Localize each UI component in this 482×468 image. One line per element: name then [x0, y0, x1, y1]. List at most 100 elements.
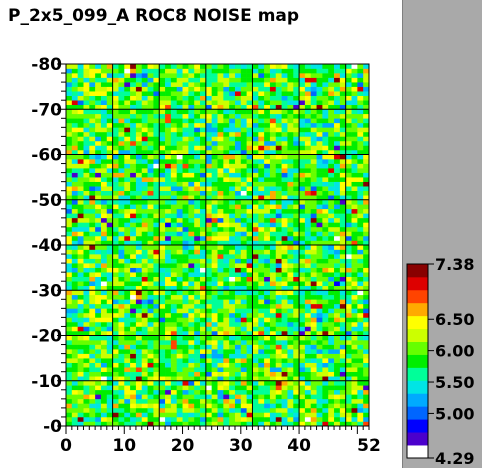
heatmap-cell [135, 86, 143, 92]
heatmap-cell [135, 104, 143, 110]
heatmap-cell [351, 168, 358, 173]
heatmap-cell [89, 177, 96, 182]
heatmap-cell [159, 412, 166, 418]
heatmap-cell [357, 73, 364, 78]
heatmap-cell [229, 340, 236, 345]
heatmap-cell [130, 317, 137, 323]
heatmap-cell [159, 91, 166, 96]
heatmap-cell [176, 95, 183, 101]
heatmap-cell [334, 335, 341, 341]
heatmap-cell [141, 281, 148, 287]
heatmap-cell [66, 95, 73, 101]
heatmap-cell [293, 344, 300, 350]
heatmap-cell [211, 403, 218, 409]
heatmap-cell [159, 181, 166, 187]
heatmap-cell [205, 226, 212, 232]
heatmap-cell [100, 91, 108, 96]
heatmap-cell [252, 389, 259, 395]
heatmap-cell [106, 190, 113, 196]
heatmap-cell [275, 326, 282, 332]
heatmap-cell [118, 330, 125, 336]
heatmap-cell [106, 249, 113, 255]
heatmap-cell [100, 335, 108, 341]
heatmap-cell [188, 131, 195, 137]
heatmap-cell [281, 127, 288, 133]
heatmap-cell [287, 64, 294, 69]
heatmap-cell [357, 122, 364, 128]
heatmap-cell [95, 330, 102, 336]
heatmap-cell [264, 118, 271, 124]
heatmap-cell [229, 267, 236, 273]
heatmap-cell [275, 204, 282, 210]
heatmap-cell [357, 86, 364, 92]
heatmap-cell [66, 118, 73, 124]
heatmap-cell [339, 385, 346, 391]
heatmap-cell [316, 168, 323, 173]
heatmap-cell [339, 340, 346, 345]
heatmap-cell [211, 249, 218, 255]
heatmap-cell [124, 149, 131, 155]
heatmap-cell [316, 312, 323, 318]
heatmap-cell [322, 168, 329, 173]
heatmap-cell [304, 222, 312, 228]
heatmap-cell [100, 95, 108, 101]
heatmap-cell [89, 326, 96, 332]
heatmap-cell [217, 353, 224, 359]
heatmap-cell [170, 231, 178, 237]
heatmap-cell [299, 267, 306, 273]
heatmap-cell [229, 299, 236, 305]
heatmap-cell [66, 149, 73, 155]
heatmap-cell [345, 163, 352, 169]
heatmap-cell [275, 407, 282, 413]
heatmap-cell [316, 208, 323, 214]
heatmap-cell [211, 362, 218, 368]
heatmap-cell [281, 217, 288, 223]
heatmap-cell [141, 385, 148, 391]
heatmap-cell [339, 245, 346, 250]
heatmap-cell [351, 403, 358, 409]
heatmap-cell [304, 104, 312, 110]
heatmap-cell [240, 104, 247, 110]
heatmap-cell [200, 82, 207, 87]
heatmap-cell [211, 330, 218, 336]
heatmap-cell [351, 122, 358, 128]
heatmap-cell [345, 263, 352, 268]
heatmap-cell [205, 118, 212, 124]
heatmap-cell [264, 64, 271, 69]
heatmap-cell [339, 127, 346, 133]
heatmap-cell [182, 86, 189, 92]
heatmap-cell [299, 204, 306, 210]
heatmap-cell [246, 68, 253, 74]
heatmap-cell [287, 235, 294, 241]
heatmap-cell [334, 159, 341, 164]
heatmap-cell [357, 349, 364, 354]
heatmap-cell [194, 240, 201, 246]
heatmap-cell [159, 163, 166, 169]
heatmap-cell [66, 358, 73, 363]
heatmap-cell [89, 267, 96, 273]
heatmap-cell [258, 95, 265, 101]
heatmap-cell [118, 267, 125, 273]
heatmap-cell [293, 186, 300, 191]
heatmap-cell [130, 416, 137, 422]
heatmap-cell [363, 353, 370, 359]
heatmap-cell [252, 159, 259, 164]
heatmap-cell [328, 290, 335, 296]
heatmap-cell [71, 335, 78, 341]
heatmap-cell [66, 321, 73, 327]
heatmap-cell [334, 190, 341, 196]
heatmap-cell [200, 421, 207, 427]
heatmap-cell [135, 335, 143, 341]
heatmap-cell [200, 140, 207, 146]
heatmap-cell [293, 82, 300, 87]
heatmap-cell [339, 113, 346, 119]
heatmap-cell [363, 104, 370, 110]
heatmap-cell [95, 113, 102, 119]
heatmap-cell [141, 154, 148, 160]
heatmap-cell [258, 127, 265, 133]
heatmap-cell [293, 100, 300, 106]
heatmap-cell [66, 416, 73, 422]
heatmap-cell [165, 376, 172, 382]
heatmap-cell [240, 177, 247, 182]
heatmap-cell [328, 100, 335, 106]
